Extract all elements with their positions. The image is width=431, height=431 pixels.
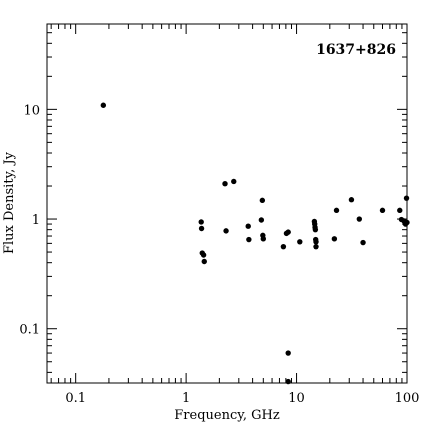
x-tick-label: 10 (288, 391, 305, 406)
y-tick-labels: 0.1 1 10 (19, 103, 40, 337)
data-point (313, 243, 319, 250)
data-point (245, 223, 251, 229)
y-tick-label: 1 (32, 213, 40, 228)
data-point (348, 197, 355, 203)
data-point (223, 228, 229, 234)
data-point (285, 350, 291, 356)
data-point (280, 243, 287, 250)
data-point (397, 207, 403, 214)
y-axis-title: Flux Density, Jy (2, 151, 17, 254)
x-tick-label: 100 (395, 391, 420, 406)
x-tick-label: 1 (182, 391, 190, 406)
x-axis-title: Frequency, GHz (174, 408, 280, 423)
data-point (379, 207, 386, 214)
data-point (360, 239, 366, 246)
x-tick-labels: 0.1 1 10 100 (65, 391, 419, 406)
data-point (246, 236, 252, 243)
data-point (313, 239, 319, 245)
data-point (285, 378, 291, 385)
data-point (331, 236, 338, 242)
data-point (200, 252, 207, 258)
data-point (297, 239, 303, 245)
data-point (258, 217, 265, 223)
axis-ticks (47, 23, 408, 383)
data-point (285, 229, 291, 235)
data-point (333, 207, 340, 214)
data-point (312, 226, 319, 233)
data-point (404, 219, 410, 226)
data-point (260, 236, 267, 242)
source-annotation: 1637+826 (316, 42, 396, 58)
data-point (231, 178, 237, 185)
data-point (356, 216, 363, 222)
plot-frame (46, 23, 408, 384)
x-tick-label: 0.1 (65, 391, 86, 406)
data-point (198, 225, 205, 232)
data-points (100, 102, 410, 385)
y-tick-label: 10 (23, 103, 40, 118)
plot-border (46, 23, 408, 384)
data-point (201, 258, 207, 265)
data-point (198, 219, 204, 225)
y-tick-label: 0.1 (19, 323, 40, 338)
data-point (222, 180, 228, 187)
data-point (259, 197, 266, 204)
data-point (403, 195, 410, 201)
data-point (100, 102, 107, 108)
